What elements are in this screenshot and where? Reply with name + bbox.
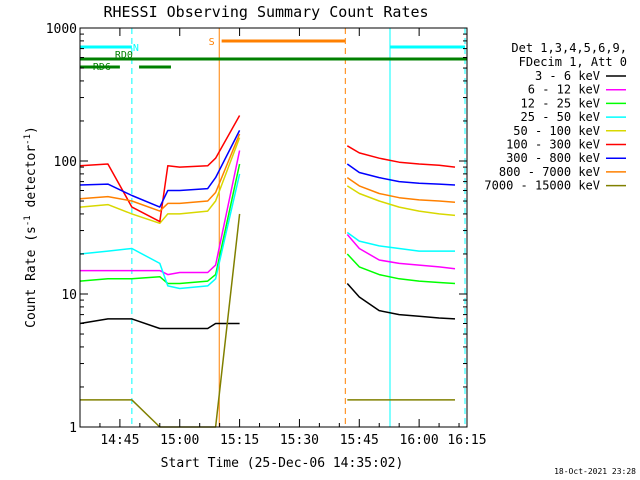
x-tick-label-0: 14:45 (100, 433, 139, 448)
y-axis-label-end: ) (24, 126, 39, 134)
series-line-6 (79, 130, 456, 208)
legend-label-4: 50 - 100 keV (513, 124, 600, 138)
x-tick-label-6: 16:15 (447, 433, 486, 448)
flag-label-rd6: RD6 (93, 62, 111, 73)
series-line-2 (79, 163, 456, 285)
x-tick-label-2: 15:15 (220, 433, 259, 448)
series-line-7 (79, 133, 456, 212)
series-lines (79, 115, 456, 428)
x-tick-label-3: 15:30 (280, 433, 319, 448)
plot-frame (79, 27, 468, 428)
x-tick-label-1: 15:00 (160, 433, 199, 448)
legend-label-2: 12 - 25 keV (521, 96, 600, 110)
legend-header-line2: FDecim 1, Att 0 (519, 55, 627, 69)
x-tick-label-4: 15:45 (340, 433, 379, 448)
legend: Det 1,3,4,5,6,9, FDecim 1, Att 0 3 - 6 k… (484, 41, 627, 193)
y-tick-label-1: 10 (61, 288, 77, 303)
legend-label-1: 6 - 12 keV (528, 83, 600, 97)
y-axis-label-mid: detector (24, 145, 39, 216)
y-axis-label-sup1: -1 (23, 215, 33, 226)
series-line-5 (79, 115, 456, 223)
series-line-3 (79, 173, 455, 290)
legend-label-6: 300 - 800 keV (506, 151, 600, 165)
x-axis-label: Start Time (25-Dec-06 14:35:02) (161, 456, 404, 471)
series-line-4 (79, 137, 456, 225)
series-line-0 (79, 283, 456, 330)
y-axis-label-sup2: -1 (23, 134, 33, 145)
legend-label-8: 7000 - 15000 keV (484, 179, 600, 193)
legend-label-5: 100 - 300 keV (506, 138, 600, 152)
legend-label-7: 800 - 7000 keV (499, 165, 600, 179)
series-line-1 (80, 150, 456, 276)
y-axis-label: Count Rate (s-1 detector-1) (23, 126, 39, 328)
chart-title: RHESSI Observing Summary Count Rates (103, 3, 428, 21)
y-tick-label-2: 100 (54, 155, 77, 170)
y-axis-label-main: Count Rate (s (24, 226, 39, 328)
flag-label-s: S (209, 37, 215, 48)
generation-timestamp: 18-Oct-2021 23:28 (554, 467, 636, 476)
axes: 14:45 15:00 15:15 15:30 15:45 16:00 16:15 1 10 10… (46, 22, 487, 448)
legend-header-line1: Det 1,3,4,5,6,9, (511, 41, 627, 55)
y-tick-label-3: 1000 (46, 22, 77, 37)
flag-label-rd0: RD0 (115, 50, 133, 61)
flag-label-n: N (133, 43, 139, 54)
x-tick-label-5: 16:00 (400, 433, 439, 448)
flag-bars: N S RD0 RD6 (80, 37, 467, 73)
legend-label-0: 3 - 6 keV (535, 69, 600, 83)
legend-label-3: 25 - 50 keV (521, 110, 600, 124)
y-tick-label-0: 1 (69, 421, 77, 436)
